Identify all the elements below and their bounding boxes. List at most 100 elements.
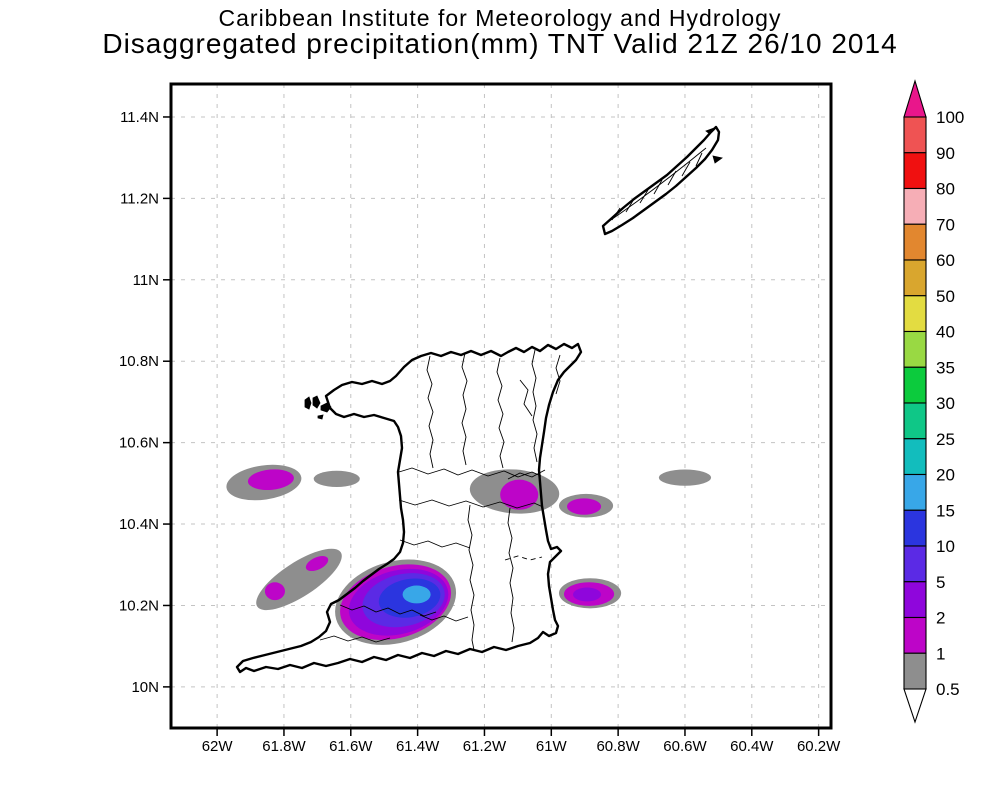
x-tick-label: 61.2W xyxy=(463,738,507,755)
x-tick-label: 60.6W xyxy=(663,738,707,755)
admin-boundary-line xyxy=(461,352,468,466)
small-islet xyxy=(320,402,332,413)
colorbar-tick-label: 70 xyxy=(936,215,955,234)
small-islet xyxy=(312,395,321,409)
precip-contour-west-gulf-cell-1mm xyxy=(247,469,294,491)
x-tick-label: 62W xyxy=(202,738,234,755)
y-tick-label: 10N xyxy=(131,679,159,696)
colorbar: 100 90 80 70 60 50 40 35 30 25 20 15 10 5 2 1 0.5 xyxy=(903,79,964,724)
y-tick-label: 11.4N xyxy=(120,109,159,126)
colorbar-cell xyxy=(903,116,927,154)
y-tick-label: 11N xyxy=(133,272,159,289)
colorbar-cell xyxy=(903,187,927,225)
colorbar-cell xyxy=(903,152,927,190)
colorbar-tick-label: 35 xyxy=(936,358,955,377)
precip-contour-northeast-land-cell-1mm xyxy=(500,479,539,510)
colorbar-cell xyxy=(903,366,927,404)
admin-boundary-line xyxy=(467,504,475,651)
y-tick-label: 11.2N xyxy=(120,190,159,207)
admin-boundary-line xyxy=(398,467,542,478)
admin-boundary-line xyxy=(625,198,635,213)
precip-shaded-contours xyxy=(226,464,712,645)
precip-contour-east-offshore-upper-cell-1mm xyxy=(567,498,602,515)
colorbar-cell xyxy=(903,259,927,297)
colorbar-tick-label: 90 xyxy=(936,144,955,163)
colorbar-tick-label: 60 xyxy=(936,251,955,270)
small-islet xyxy=(304,396,312,410)
chart-title-line1: Caribbean Institute for Meteorology and … xyxy=(218,5,782,31)
x-tick-label: 61.4W xyxy=(396,738,440,755)
colorbar-under-arrow xyxy=(903,688,927,724)
colorbar-tick-label: 25 xyxy=(936,430,955,449)
admin-boundary-line xyxy=(653,179,663,195)
colorbar-tick-label: 20 xyxy=(936,466,955,485)
colorbar-over-arrow xyxy=(903,79,927,118)
precip-contour-east-offshore-lower-cell-2mm xyxy=(573,587,602,602)
axes: 62W 61.8W 61.6W 61.4W 61.2W 61W 60.8W 60.6W 60.4… xyxy=(119,109,841,755)
y-tick-label: 10.6N xyxy=(119,435,159,452)
colorbar-tick-label: 50 xyxy=(936,287,955,306)
colorbar-cell xyxy=(903,473,927,511)
precip-contour-west-gulf-sliver-0.5mm xyxy=(313,470,360,488)
x-tick-label: 60.8W xyxy=(596,738,640,755)
small-islet xyxy=(712,155,723,164)
colorbar-tick-label: 30 xyxy=(936,394,955,413)
small-islet xyxy=(317,414,324,420)
admin-boundary-line xyxy=(319,635,391,643)
colorbar-tick-label: 0.5 xyxy=(936,680,960,699)
colorbar-cell xyxy=(903,295,927,333)
colorbar-cell xyxy=(903,545,927,583)
colorbar-tick-label: 2 xyxy=(936,609,945,628)
x-tick-label: 61.8W xyxy=(262,738,306,755)
colorbar-cell xyxy=(903,581,927,619)
gridlines xyxy=(171,84,831,728)
tobago-coastline xyxy=(601,125,721,236)
colorbar-cell xyxy=(903,509,927,547)
colorbar-tick-label: 10 xyxy=(936,537,955,556)
colorbar-cell xyxy=(903,438,927,476)
admin-boundary-line xyxy=(507,469,546,480)
y-tick-label: 10.2N xyxy=(119,597,159,614)
admin-boundary-line xyxy=(681,161,691,177)
admin-boundary-line xyxy=(607,147,707,223)
colorbar-tick-label: 1 xyxy=(936,644,945,663)
colorbar-tick-label: 80 xyxy=(936,180,955,199)
admin-boundary-dashed xyxy=(504,555,543,561)
admin-boundary-line xyxy=(339,604,437,617)
trinidad-coastline xyxy=(235,342,583,674)
x-tick-label: 61.6W xyxy=(329,738,373,755)
admin-boundary-line xyxy=(419,614,469,622)
precip-contour-south-central-max-cell-15mm xyxy=(402,585,431,604)
colorbar-tick-label: 100 xyxy=(936,108,964,127)
y-tick-label: 10.4N xyxy=(119,516,159,533)
x-tick-label: 60.4W xyxy=(730,738,774,755)
admin-boundary-line xyxy=(426,355,434,469)
admin-boundary-line xyxy=(695,152,703,167)
admin-boundary-line xyxy=(398,499,544,509)
colorbar-cell xyxy=(903,330,927,368)
colorbar-cell xyxy=(903,223,927,261)
coastline-map xyxy=(235,125,723,674)
precip-contour-southwest-coastal-band-1mm xyxy=(305,556,329,572)
precip-contour-southwest-coastal-band-0.5mm xyxy=(256,548,342,611)
colorbar-cell xyxy=(903,652,927,690)
precip-contour-far-east-sliver-0.5mm xyxy=(658,469,712,486)
admin-boundary-line xyxy=(531,349,538,463)
x-tick-label: 61W xyxy=(536,738,568,755)
x-tick-label: 60.2W xyxy=(797,738,841,755)
y-tick-label: 10.8N xyxy=(119,353,159,370)
admin-boundary-line xyxy=(507,507,515,643)
admin-boundary-line xyxy=(496,357,505,469)
colorbar-tick-label: 15 xyxy=(936,501,955,520)
colorbar-tick-label: 40 xyxy=(936,323,955,342)
colorbar-cell xyxy=(903,616,927,654)
precip-contour-southwest-coastal-band-1mm xyxy=(264,582,285,601)
admin-boundary-line xyxy=(519,379,533,417)
chart-title-line2: Disaggregated precipitation(mm) TNT Vali… xyxy=(102,28,898,59)
admin-boundary-line xyxy=(555,354,561,395)
colorbar-cell xyxy=(903,402,927,440)
admin-boundary-line xyxy=(399,539,471,549)
small-islet xyxy=(705,127,716,135)
